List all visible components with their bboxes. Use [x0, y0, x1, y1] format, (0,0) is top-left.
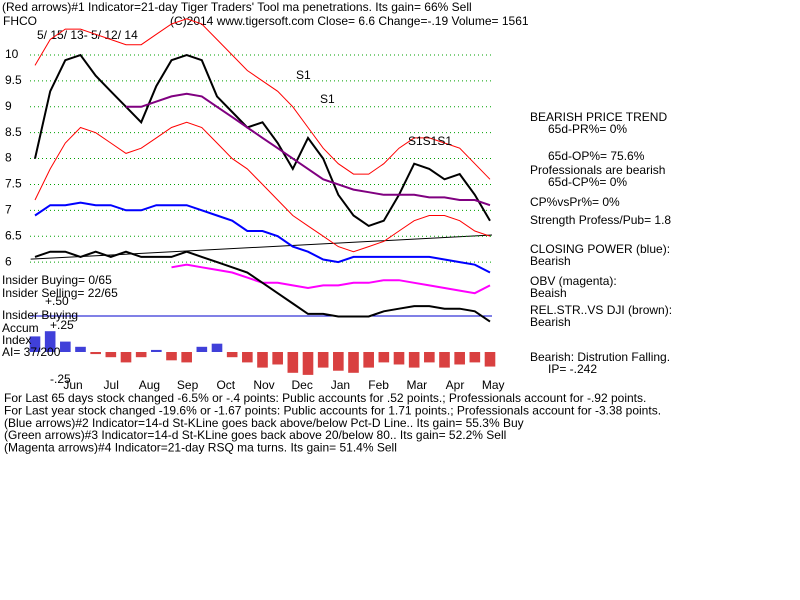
side-note: BEARISH PRICE TREND: [530, 110, 667, 124]
series-line: [171, 263, 491, 295]
left-note: Index: [2, 333, 31, 347]
symbol: FHCO: [3, 14, 37, 28]
note: (Magenta arrows)#4 Indicator=21-day RSQ …: [4, 440, 397, 454]
accum-bar: [135, 352, 147, 358]
accum-tick-label: -.25: [50, 372, 71, 386]
x-tick-label: Jun: [63, 378, 82, 392]
series-line: [34, 201, 491, 274]
y-tick-label: 10: [5, 47, 19, 61]
accum-bar: [317, 352, 329, 368]
accum-tick-label: +.25: [50, 318, 74, 332]
y-tick-label: 9.5: [5, 73, 22, 87]
y-tick-label: 6.5: [5, 228, 22, 242]
accum-bar: [105, 352, 117, 358]
accum-bar: [151, 349, 162, 352]
note: For Last year stock changed -19.6% or -1…: [4, 403, 661, 417]
note: For Last 65 days stock changed -6.5% or …: [4, 391, 646, 405]
series-line: [34, 250, 491, 323]
x-tick-label: Oct: [216, 378, 235, 392]
annotation: S1S1S1: [408, 134, 452, 148]
accum-bar: [44, 331, 56, 352]
x-tick-label: Sep: [177, 378, 199, 392]
accum-bar: [363, 352, 374, 368]
x-tick-label: Apr: [446, 378, 465, 392]
y-tick-label: 8: [5, 151, 12, 165]
accum-bar: [166, 352, 177, 361]
accum-bar: [211, 343, 223, 352]
annotation: S1: [296, 68, 311, 82]
y-tick-label: 9: [5, 99, 12, 113]
side-note: OBV (magenta):: [530, 274, 617, 288]
side-note: CLOSING POWER (blue):: [530, 242, 670, 256]
accum-bar: [60, 341, 71, 352]
accum-bar: [424, 352, 435, 363]
accum-bar: [469, 352, 481, 363]
side-note: Bearish: [530, 315, 571, 329]
series-line: [34, 53, 491, 228]
series-line: [34, 18, 491, 180]
note: (Green arrows)#3 Indicator=14-d St-KLine…: [4, 428, 506, 442]
accum-bar: [242, 352, 253, 363]
side-note: Bearish: Distrution Falling.: [530, 350, 670, 364]
side-note: 65d-OP%= 75.6%: [548, 149, 645, 163]
accum-bar: [333, 352, 344, 371]
y-tick-label: 6: [5, 254, 12, 268]
left-note: Insider Selling= 22/65: [2, 286, 118, 300]
x-tick-label: Nov: [253, 378, 274, 392]
x-tick-label: Feb: [368, 378, 389, 392]
side-note: 65d-CP%= 0%: [548, 175, 627, 189]
accum-bar: [287, 352, 299, 373]
accum-bar: [272, 352, 283, 365]
series-line: [126, 92, 491, 207]
side-note: 65d-PR%= 0%: [548, 122, 627, 136]
accum-bar: [90, 352, 101, 355]
accum-bar: [196, 346, 208, 352]
accum-bar: [378, 352, 390, 363]
side-note: Professionals are bearish: [530, 163, 665, 177]
accum-bar: [29, 336, 41, 352]
x-tick-label: Jan: [331, 378, 350, 392]
left-note: Accum: [2, 321, 39, 335]
accum-bar: [120, 352, 132, 363]
note: (Blue arrows)#2 Indicator=14-d St-KLine …: [4, 416, 524, 430]
accum-bar: [484, 352, 496, 367]
accum-bar: [257, 352, 268, 368]
subtitle: (C)2014 www.tigersoft.com Close= 6.6 Cha…: [170, 14, 529, 28]
trend-line: [30, 234, 493, 260]
side-note: Bearish: [530, 254, 571, 268]
x-tick-label: Aug: [139, 378, 160, 392]
accum-bar: [226, 352, 238, 358]
accum-bar: [439, 352, 450, 368]
left-note: Insider Buying= 0/65: [2, 273, 112, 287]
side-note: REL.STR..VS DJI (brown):: [530, 303, 672, 317]
chart-title: (Red arrows)#1 Indicator=21-day Tiger Tr…: [2, 0, 472, 14]
accum-bar: [302, 352, 314, 375]
left-note: Insider Buying: [2, 308, 78, 322]
accum-tick-label: +.50: [45, 294, 69, 308]
accum-bar: [75, 346, 86, 352]
left-note: AI= 37/200: [2, 345, 61, 359]
accum-bar: [408, 352, 420, 368]
side-note: Strength Profess/Pub= 1.8: [530, 213, 671, 227]
accum-bar: [348, 352, 359, 373]
x-tick-label: Jul: [104, 378, 119, 392]
x-tick-label: Mar: [406, 378, 427, 392]
annotation: S1: [320, 92, 335, 106]
accum-bar: [181, 352, 192, 363]
side-note: Beaish: [530, 286, 567, 300]
y-tick-label: 8.5: [5, 125, 22, 139]
x-tick-label: May: [482, 378, 505, 392]
y-tick-label: 7: [5, 203, 12, 217]
accum-bar: [454, 352, 465, 365]
side-note: CP%vsPr%= 0%: [530, 195, 620, 209]
series-line: [34, 121, 491, 253]
date-range: 5/ 15/ 13- 5/ 12/ 14: [37, 28, 138, 42]
x-tick-label: Dec: [292, 378, 313, 392]
side-note: IP= -.242: [548, 362, 597, 376]
accum-bar: [393, 352, 405, 365]
y-tick-label: 7.5: [5, 177, 22, 191]
